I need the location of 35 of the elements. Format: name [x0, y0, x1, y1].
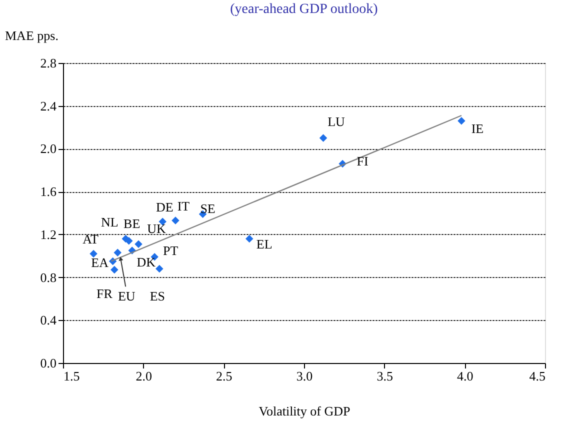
- y-tick-label: 2.0: [40, 141, 56, 156]
- annotation: BE: [124, 216, 140, 231]
- annotation: UK: [147, 221, 167, 236]
- x-tick-label: 4.5: [529, 368, 546, 384]
- y-tick-label: 2.4: [40, 98, 57, 114]
- annotation: PT: [162, 242, 178, 258]
- y-axis-title: MAE pps.: [5, 28, 58, 43]
- x-tick-label: 1.5: [64, 368, 80, 384]
- annotation: LU: [328, 114, 346, 129]
- annotation: EU: [118, 288, 136, 304]
- y-tick-label: 1.6: [40, 184, 57, 200]
- annotation: IT: [177, 198, 190, 214]
- annotation: DK: [136, 254, 156, 270]
- y-tick-label: 0.0: [40, 356, 56, 370]
- y-tick-label: 0.4: [40, 312, 57, 328]
- annotation: ES: [150, 288, 165, 304]
- x-tick-label: 3.5: [376, 368, 393, 384]
- annotation: FI: [356, 154, 368, 169]
- x-tick-label: 2.0: [136, 368, 152, 384]
- annotation: IE: [471, 120, 484, 136]
- y-tick-label: 0.8: [40, 270, 56, 285]
- annotation: SE: [200, 201, 216, 216]
- annotation: EL: [256, 236, 272, 252]
- annotation: DE: [156, 200, 174, 215]
- x-axis-title: Volatility of GDP: [258, 404, 350, 418]
- x-tick-label: 2.5: [216, 368, 232, 384]
- y-tick-label: 1.2: [40, 226, 56, 242]
- annotation: AT: [82, 232, 99, 247]
- x-tick-label: 4.0: [457, 368, 474, 384]
- chart-title: (year-ahead GDP outlook): [230, 2, 378, 17]
- annotation: EA: [91, 255, 110, 270]
- annotation: NL: [100, 214, 118, 230]
- annotation: FR: [96, 286, 113, 301]
- x-tick-label: 3.0: [296, 368, 313, 384]
- y-tick-label: 2.8: [40, 56, 56, 70]
